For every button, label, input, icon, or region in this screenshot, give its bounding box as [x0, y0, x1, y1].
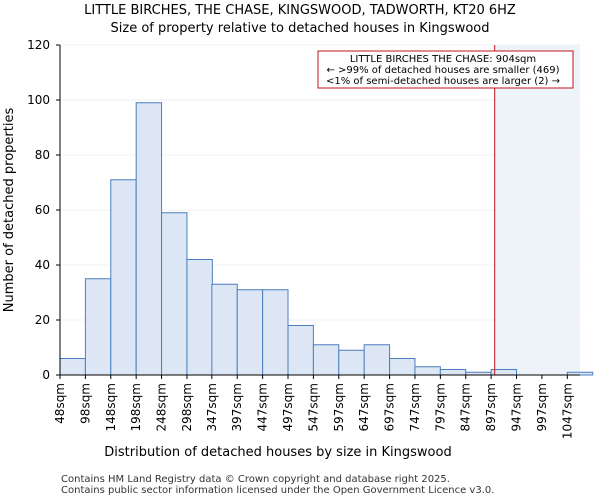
x-tick-label: 447sqm: [256, 383, 270, 431]
y-tick-label: 40: [35, 258, 50, 272]
x-tick-label: 347sqm: [205, 383, 219, 431]
bar-447sqm: [262, 289, 289, 376]
x-ticks: 48sqm 98sqm 148sqm 198sqm 248sqm 298sqm 347sqm…: [53, 375, 574, 439]
bar-647sqm: [363, 344, 391, 376]
x-tick-label: 547sqm: [306, 383, 320, 431]
x-tick-label: 697sqm: [383, 383, 397, 431]
footer-line-1: Contains HM Land Registry data © Crown c…: [61, 474, 450, 485]
chart-subtitle: Size of property relative to detached ho…: [111, 21, 490, 36]
x-tick-label: 797sqm: [433, 383, 447, 431]
x-tick-label: 497sqm: [281, 383, 295, 431]
x-tick-label: 298sqm: [180, 383, 194, 431]
footer-line-2: Contains public sector information licen…: [61, 485, 495, 496]
bar-248sqm: [161, 212, 188, 376]
bar-397sqm: [236, 289, 264, 376]
annotation-line-3: <1% of semi-detached houses are larger (…: [326, 76, 560, 87]
bars: [59, 102, 594, 376]
x-tick-label: 248sqm: [155, 383, 169, 431]
bar-98sqm: [84, 278, 112, 376]
y-ticks: 0 20 40 60 80 100 120: [27, 38, 60, 382]
bar-347sqm: [211, 283, 238, 376]
y-tick-label: 0: [42, 368, 50, 382]
x-tick-label: 198sqm: [129, 383, 143, 431]
x-tick-label: 997sqm: [535, 383, 549, 431]
bar-547sqm: [312, 344, 340, 376]
bar-198sqm: [135, 102, 163, 376]
y-tick-label: 100: [27, 93, 50, 107]
x-tick-label: 647sqm: [357, 383, 371, 431]
y-axis-label: Number of detached properties: [2, 108, 17, 313]
y-tick-label: 120: [27, 38, 50, 52]
x-tick-label: 947sqm: [510, 383, 524, 431]
x-tick-label: 98sqm: [78, 383, 92, 424]
bar-497sqm: [287, 325, 314, 376]
x-axis-label: Distribution of detached houses by size …: [104, 445, 451, 460]
annotation-border: [317, 50, 574, 89]
x-tick-label: 48sqm: [53, 383, 67, 424]
bar-697sqm: [389, 358, 416, 376]
bar-597sqm: [338, 349, 365, 376]
x-tick-label: 397sqm: [230, 383, 244, 431]
x-tick-label: 597sqm: [332, 383, 346, 431]
x-tick-label: 747sqm: [408, 383, 422, 431]
x-tick-label: 847sqm: [459, 383, 473, 431]
bar-747sqm: [414, 366, 441, 376]
annotation-line-1: LITTLE BIRCHES THE CHASE: 904sqm: [350, 54, 536, 65]
bar-48sqm: [59, 358, 86, 376]
annotation-box: LITTLE BIRCHES THE CHASE: 904sqm ← >99% …: [317, 50, 574, 89]
y-tick-label: 60: [35, 203, 50, 217]
bar-797sqm: [439, 369, 467, 376]
annotation-line-2: ← >99% of detached houses are smaller (4…: [326, 65, 559, 76]
y-tick-label: 20: [35, 313, 50, 327]
y-tick-label: 80: [35, 148, 50, 162]
chart-title: LITTLE BIRCHES, THE CHASE, KINGSWOOD, TA…: [84, 3, 516, 18]
x-tick-label: 897sqm: [484, 383, 498, 431]
x-tick-label: 1047sqm: [560, 383, 574, 439]
bar-298sqm: [186, 259, 213, 376]
x-tick-label: 148sqm: [104, 383, 118, 431]
bar-148sqm: [110, 179, 137, 376]
